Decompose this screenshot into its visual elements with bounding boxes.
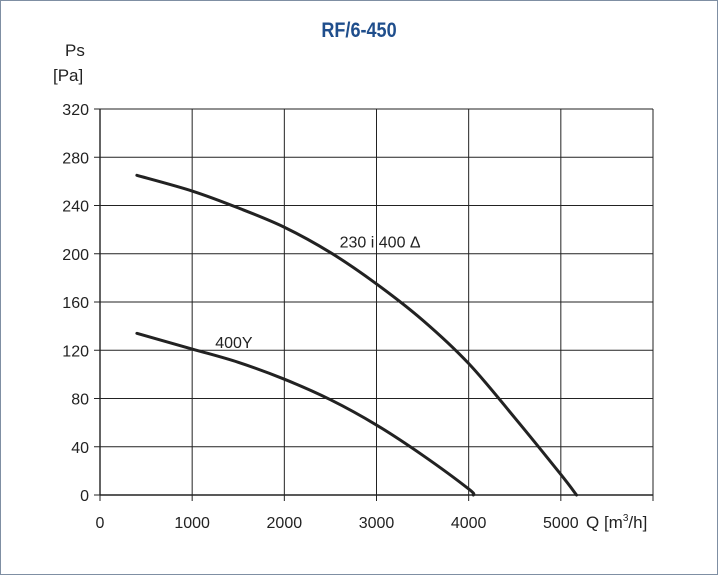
y-tick-label: 320 [62,102,89,119]
y-axis-label-line1: Ps [65,41,85,60]
y-tick-label: 120 [62,343,89,360]
axes [94,108,653,496]
x-tick-label: 5000 [543,515,579,532]
y-tick-label: 40 [71,440,89,457]
y-tick-label: 80 [71,392,89,409]
chart-title: RF/6-450 [321,19,397,42]
y-tick-label: 160 [62,295,89,312]
x-tick-label: 1000 [174,515,210,532]
x-tick-label: 3000 [359,515,395,532]
grid [99,108,654,501]
series-label: 400Y [215,335,253,352]
series-line [135,331,476,497]
series [135,173,579,497]
series-label: 230 i 400 Δ [340,235,421,252]
y-tick-label: 200 [62,247,89,264]
x-axis-label-sup: 3 [623,513,629,524]
x-tick-label: 4000 [451,515,487,532]
y-tick-label: 240 [62,199,89,216]
y-axis-label-line2: [Pa] [53,66,83,85]
y-tick-label: 280 [62,150,89,167]
x-axis-label-prefix: Q [m [586,513,623,532]
x-axis-label-suffix: /h] [628,513,647,532]
series-line [135,173,579,497]
x-tick-label: 0 [96,515,105,532]
y-tick-label: 0 [80,488,89,505]
labels: Ps [Pa] Q [m3/h] 04080120160200240280320… [53,41,647,532]
x-axis-label: Q [m3/h] [586,513,647,532]
x-tick-label: 2000 [267,515,303,532]
